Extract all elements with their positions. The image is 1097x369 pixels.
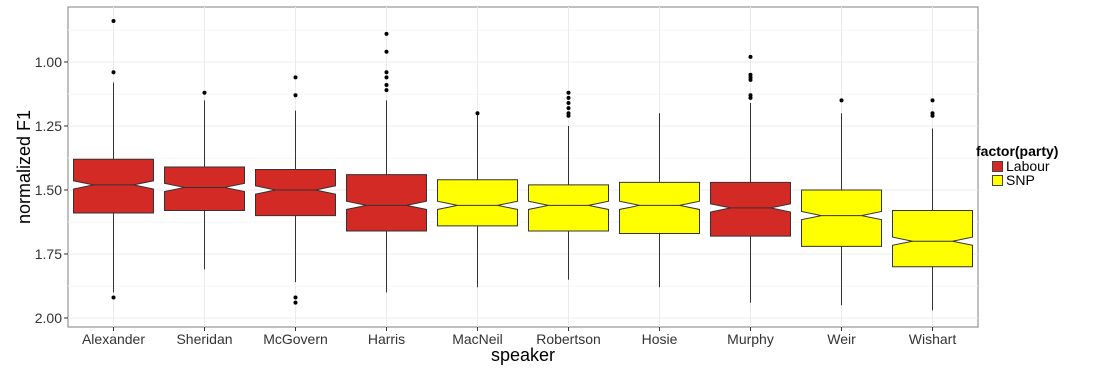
x-tick-label: Wishart — [909, 331, 957, 347]
x-tick-label: Harris — [368, 331, 405, 347]
box-body — [164, 166, 245, 211]
outlier-point — [384, 88, 389, 93]
outlier-point — [566, 100, 571, 105]
box-mcgovern — [255, 75, 336, 305]
legend: factor(party) Labour SNP — [976, 143, 1058, 187]
outlier-point — [293, 300, 298, 305]
outlier-point — [384, 83, 389, 88]
outlier-point — [293, 295, 298, 300]
box-body — [346, 174, 427, 232]
box-body — [528, 184, 609, 232]
outlier-point — [566, 95, 571, 100]
x-tick-label: Alexander — [82, 331, 145, 347]
outlier-point — [839, 98, 844, 103]
y-tick-label: 1.50 — [35, 182, 62, 198]
x-tick-label: McGovern — [263, 331, 328, 347]
legend-title: factor(party) — [976, 143, 1059, 159]
box-hosie — [619, 113, 700, 288]
box-body — [73, 158, 154, 214]
x-tick-label: Weir — [827, 331, 856, 347]
legend-key-labour — [992, 161, 1003, 172]
outlier-point — [748, 54, 753, 59]
outlier-point — [748, 77, 753, 82]
boxes-layer — [73, 19, 973, 311]
outlier-point — [930, 113, 935, 118]
y-tick-label: 2.00 — [35, 310, 62, 326]
box-body — [710, 181, 791, 237]
y-tick-label: 1.75 — [35, 246, 62, 262]
legend-key-snp — [992, 175, 1003, 186]
box-weir — [801, 98, 882, 306]
outlier-point — [202, 90, 207, 95]
box-robertson — [528, 90, 609, 280]
outlier-point — [111, 70, 116, 75]
outlier-point — [566, 90, 571, 95]
outlier-point — [566, 106, 571, 111]
box-body — [892, 209, 973, 268]
box-body — [619, 181, 700, 235]
outlier-point — [111, 295, 116, 300]
legend-item-labour: Labour — [976, 158, 1058, 174]
x-tick-label: Sheridan — [176, 331, 232, 347]
legend-item-snp: SNP — [976, 172, 1058, 188]
box-sheridan — [164, 90, 245, 270]
outlier-point — [111, 19, 116, 24]
y-axis: 1.00 1.25 1.50 1.75 2.00 — [35, 54, 68, 326]
outlier-point — [384, 70, 389, 75]
box-macneil — [437, 111, 518, 288]
x-tick-label: MacNeil — [452, 331, 503, 347]
box-murphy — [710, 54, 791, 303]
box-body — [255, 169, 336, 217]
box-alexander — [73, 19, 154, 300]
x-tick-label: Robertson — [536, 331, 601, 347]
box-wishart — [892, 98, 973, 311]
x-axis: Alexander Sheridan McGovern Harris MacNeil Ro… — [82, 327, 956, 347]
box-body — [801, 189, 882, 247]
legend-label-snp: SNP — [1006, 172, 1035, 188]
outlier-point — [293, 75, 298, 80]
x-tick-label: Hosie — [642, 331, 678, 347]
y-axis-label: normalized F1 — [14, 110, 34, 224]
outlier-point — [566, 113, 571, 118]
outlier-point — [475, 111, 480, 116]
outlier-point — [748, 95, 753, 100]
legend-label-labour: Labour — [1006, 158, 1050, 174]
y-tick-label: 1.00 — [35, 54, 62, 70]
x-axis-label: speaker — [491, 345, 555, 365]
outlier-point — [930, 98, 935, 103]
y-tick-label: 1.25 — [35, 118, 62, 134]
box-harris — [346, 31, 427, 293]
outlier-point — [384, 49, 389, 54]
x-tick-label: Murphy — [727, 331, 774, 347]
outlier-point — [384, 75, 389, 80]
outlier-point — [293, 93, 298, 98]
outlier-point — [384, 31, 389, 36]
box-body — [437, 179, 518, 227]
